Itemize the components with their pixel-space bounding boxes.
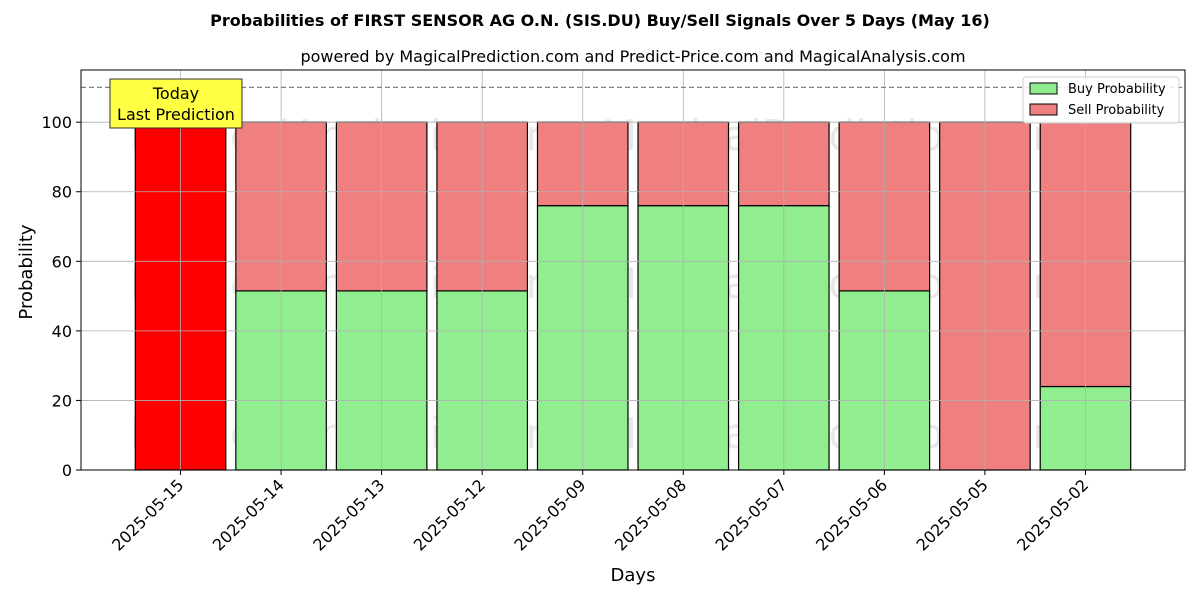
y-tick-label: 100	[41, 113, 72, 132]
legend-box	[1022, 76, 1180, 124]
chart-title: Probabilities of FIRST SENSOR AG O.N. (S…	[210, 11, 990, 30]
x-tick-label: 2025-05-02	[1013, 475, 1092, 554]
x-tick-label: 2025-05-06	[812, 475, 891, 554]
annotation-box	[109, 78, 243, 129]
x-tick-label: 2025-05-13	[309, 475, 388, 554]
y-tick-label: 60	[52, 252, 72, 271]
x-tick-label: 2025-05-09	[510, 475, 589, 554]
annotation-text: Last Prediction	[117, 105, 235, 124]
plot-frame	[80, 69, 1186, 471]
x-axis-label: Days	[611, 565, 656, 586]
x-tick-label: 2025-05-14	[209, 475, 288, 554]
y-tick-label: 80	[52, 183, 72, 202]
y-axis-label: Probability	[16, 224, 37, 319]
y-tick-label: 0	[62, 461, 72, 480]
x-tick-label: 2025-05-15	[108, 475, 187, 554]
legend-swatch	[1029, 82, 1058, 95]
y-tick-label: 20	[52, 391, 72, 410]
legend-label: Buy Probability	[1068, 82, 1166, 97]
x-tick-label: 2025-05-08	[611, 475, 690, 554]
annotation-text: Today	[152, 84, 199, 103]
x-tick-label: 2025-05-05	[913, 475, 992, 554]
legend-swatch	[1029, 103, 1058, 116]
chart-subtitle: powered by MagicalPrediction.com and Pre…	[300, 47, 965, 66]
plot-area: MagicalAnalysis.comMagicalPrediction.com…	[41, 69, 1186, 555]
legend-label: Sell Probability	[1068, 103, 1165, 118]
x-tick-label: 2025-05-12	[410, 475, 489, 554]
y-tick-label: 40	[52, 322, 72, 341]
x-tick-label: 2025-05-07	[711, 475, 790, 554]
